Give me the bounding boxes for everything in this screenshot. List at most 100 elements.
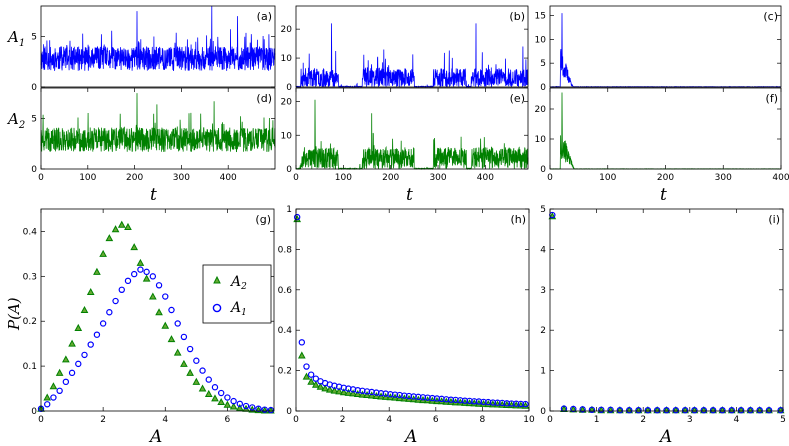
xtick-label: 100 xyxy=(335,173,352,183)
ytick-label: 0 xyxy=(31,83,37,93)
point-A2 xyxy=(142,274,151,282)
panel-label: (f) xyxy=(766,92,778,105)
point-A1 xyxy=(168,306,175,314)
legend: A2 A1 xyxy=(202,264,272,324)
xtick-label: 400 xyxy=(220,173,237,183)
ytick-label: 0 xyxy=(540,165,546,175)
ytick-label: 0 xyxy=(540,83,546,93)
series-line-A2 xyxy=(40,93,276,153)
point-A2 xyxy=(344,388,353,396)
point-A2 xyxy=(223,400,232,408)
panel-label: (h) xyxy=(510,213,526,226)
point-A2 xyxy=(335,387,343,395)
point-A1 xyxy=(93,331,101,338)
panel-label: (a) xyxy=(257,10,272,23)
panel-i: 0 1 2 3 4 5 0 1 2 3 4 5 (i) xyxy=(540,205,786,425)
ytick-label: 10 xyxy=(281,131,293,141)
point-A1 xyxy=(193,357,200,364)
point-A2 xyxy=(349,389,357,397)
panel-c: 0 5 10 15 (c) xyxy=(535,5,782,93)
axes-frame xyxy=(295,87,529,170)
point-A1 xyxy=(130,270,138,278)
point-A2 xyxy=(93,267,101,275)
point-A1 xyxy=(626,406,633,414)
ytick-label: 0.3 xyxy=(23,272,37,282)
xtick-label: 10 xyxy=(523,415,535,425)
ytick-label: 10 xyxy=(535,135,547,145)
xtick-label: 200 xyxy=(382,173,399,183)
legend-entry-A1: A1 xyxy=(229,300,247,318)
point-A1 xyxy=(112,297,119,305)
xtick-label: 4 xyxy=(734,415,740,425)
point-A1 xyxy=(68,369,76,377)
xtick-label: 300 xyxy=(173,173,190,183)
series-line-A2 xyxy=(295,99,529,171)
xlabel-t-right: t xyxy=(660,185,667,205)
ytick-label: 1 xyxy=(286,205,292,215)
ytick-label: 0.6 xyxy=(278,286,293,296)
point-A1 xyxy=(87,341,94,348)
axes-frame xyxy=(295,208,530,412)
point-A1 xyxy=(137,266,144,273)
panel-label: (c) xyxy=(763,10,778,23)
xtick-label: 3 xyxy=(687,415,693,425)
xtick-label: 4 xyxy=(162,415,168,425)
point-A1 xyxy=(106,309,113,316)
point-A2 xyxy=(62,355,70,363)
point-A1 xyxy=(691,406,698,414)
point-A1 xyxy=(681,406,689,414)
legend-entry-A2: A2 xyxy=(229,274,247,292)
point-A2 xyxy=(180,359,188,367)
point-A2 xyxy=(99,249,107,257)
point-A1 xyxy=(644,406,652,414)
axes-frame xyxy=(40,5,276,88)
series-line-A1 xyxy=(40,5,276,72)
point-A2 xyxy=(49,382,58,390)
ytick-label: 5 xyxy=(31,114,37,124)
point-A1 xyxy=(236,400,244,408)
point-A1 xyxy=(174,320,181,327)
ylabel-A1: A1 xyxy=(6,28,25,49)
xtick-label: 2 xyxy=(640,415,646,425)
point-A2 xyxy=(339,388,348,396)
point-A1 xyxy=(588,406,596,413)
point-A1 xyxy=(303,363,310,370)
ytick-label: 3 xyxy=(540,286,546,296)
ytick-label: 20 xyxy=(281,25,293,35)
ytick-label: 0.2 xyxy=(23,317,37,327)
ytick-label: 0 xyxy=(286,83,292,93)
point-A1 xyxy=(149,273,157,280)
point-A1 xyxy=(598,406,605,413)
point-A2 xyxy=(307,377,315,385)
xtick-label: 0 xyxy=(547,415,553,425)
point-A1 xyxy=(205,376,212,383)
ytick-label: 0 xyxy=(286,165,292,175)
point-A2 xyxy=(68,339,76,347)
xtick-label: 0 xyxy=(293,173,299,183)
point-A2 xyxy=(358,390,367,398)
xtick-label: 0 xyxy=(38,415,44,425)
point-A2 xyxy=(130,243,139,251)
point-A1 xyxy=(700,406,707,414)
point-A2 xyxy=(204,389,213,397)
point-A1 xyxy=(217,389,225,397)
xtick-label: 0 xyxy=(38,173,44,183)
point-A1 xyxy=(616,406,624,414)
point-A1 xyxy=(50,394,57,401)
ytick-label: 5 xyxy=(540,205,546,215)
legend-box xyxy=(202,264,272,324)
point-A2 xyxy=(111,225,120,233)
ytick-label: 20 xyxy=(535,105,547,115)
point-A2 xyxy=(74,323,83,331)
xtick-label: 8 xyxy=(480,415,486,425)
xlabel-A-middle: A xyxy=(403,427,417,446)
point-A1 xyxy=(261,406,268,413)
point-A1 xyxy=(62,378,70,386)
point-A1 xyxy=(155,282,163,289)
point-A1 xyxy=(570,405,577,413)
point-A1 xyxy=(765,406,773,414)
ytick-label: 5 xyxy=(540,59,546,69)
